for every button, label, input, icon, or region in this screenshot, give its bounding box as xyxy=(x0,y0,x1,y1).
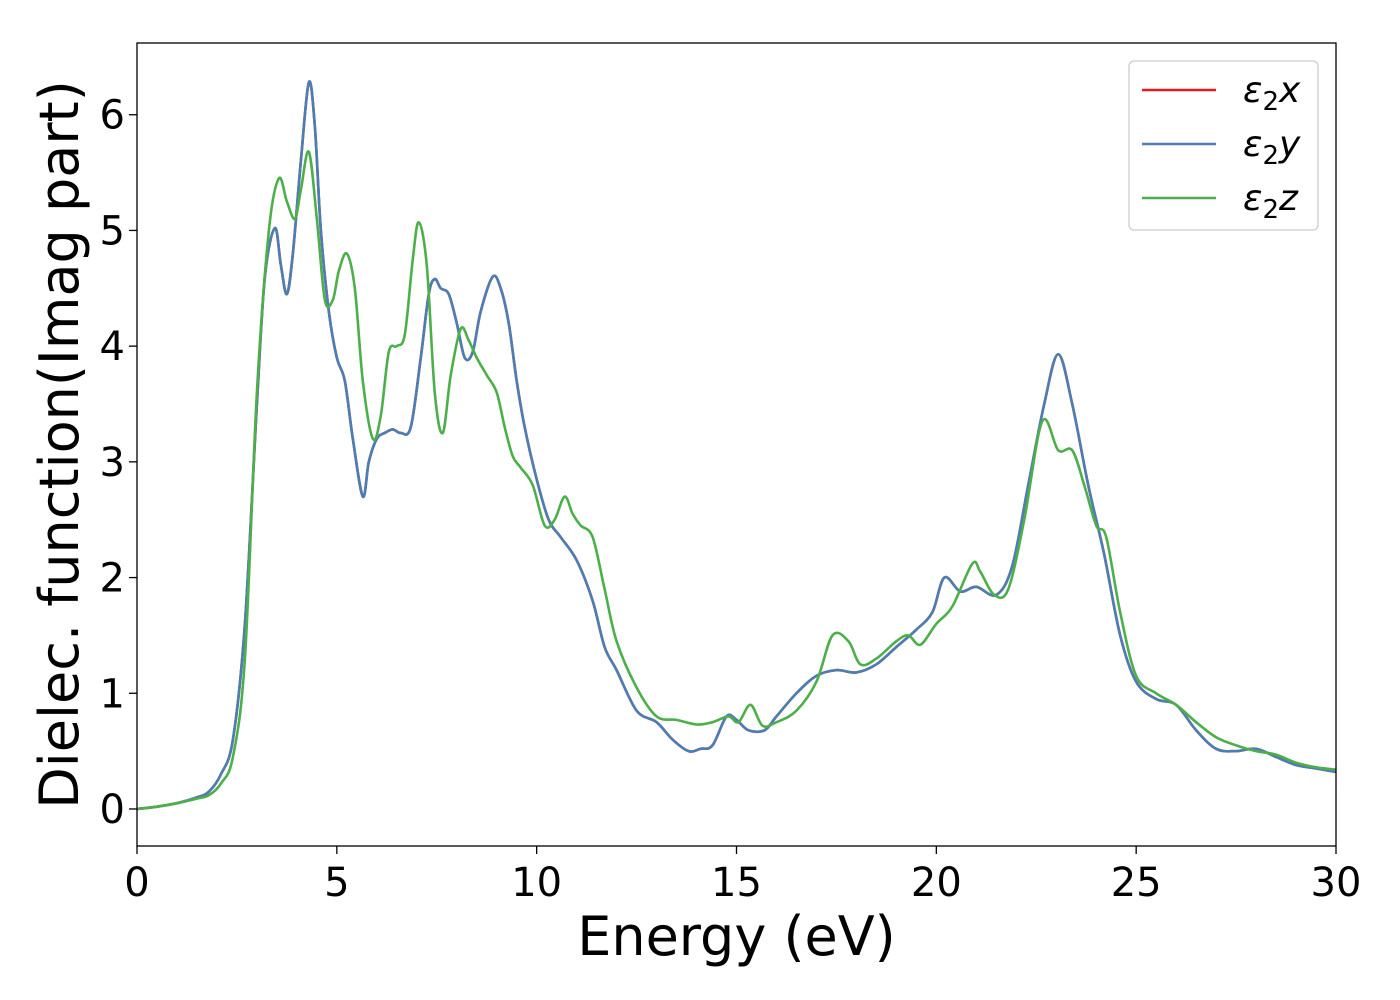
legend-epsilon: ε xyxy=(1243,124,1262,165)
x-tick-label: 15 xyxy=(711,860,762,906)
legend-component: x xyxy=(1278,70,1301,111)
legend-box xyxy=(1128,60,1319,231)
legend-epsilon: ε xyxy=(1243,70,1262,111)
y-tick-label: 5 xyxy=(100,208,125,254)
legend-component: z xyxy=(1278,178,1299,219)
x-axis-ticks: 0 5 10 15 20 25 30 xyxy=(124,846,1361,906)
plot-lines xyxy=(137,80,1336,811)
y-tick-label: 1 xyxy=(100,671,125,717)
legend-subscript: 2 xyxy=(1262,87,1279,117)
series-line-y xyxy=(137,80,1336,811)
legend-component: y xyxy=(1278,124,1301,165)
x-tick-label: 30 xyxy=(1311,860,1362,906)
y-tick-label: 4 xyxy=(100,324,125,370)
legend-label-y: ε2y xyxy=(1243,124,1301,171)
legend-epsilon: ε xyxy=(1243,178,1262,219)
x-tick-label: 25 xyxy=(1111,860,1162,906)
x-tick-label: 5 xyxy=(324,860,349,906)
x-tick-label: 10 xyxy=(511,860,562,906)
y-tick-label: 0 xyxy=(100,787,125,833)
legend-subscript: 2 xyxy=(1262,195,1279,225)
y-tick-label: 3 xyxy=(100,440,125,486)
series-line-z xyxy=(137,150,1336,811)
x-tick-label: 20 xyxy=(911,860,962,906)
legend-subscript: 2 xyxy=(1262,141,1279,171)
y-tick-label: 6 xyxy=(100,93,125,139)
y-axis-ticks: 0 1 2 3 4 5 6 xyxy=(100,93,137,833)
y-axis-label: Dielec. function(Imag part) xyxy=(28,80,91,809)
x-tick-label: 0 xyxy=(124,860,149,906)
legend-label-x: ε2x xyxy=(1243,70,1301,117)
legend-label-z: ε2z xyxy=(1243,178,1299,225)
y-tick-label: 2 xyxy=(100,556,125,602)
x-axis-label: Energy (eV) xyxy=(577,905,896,968)
